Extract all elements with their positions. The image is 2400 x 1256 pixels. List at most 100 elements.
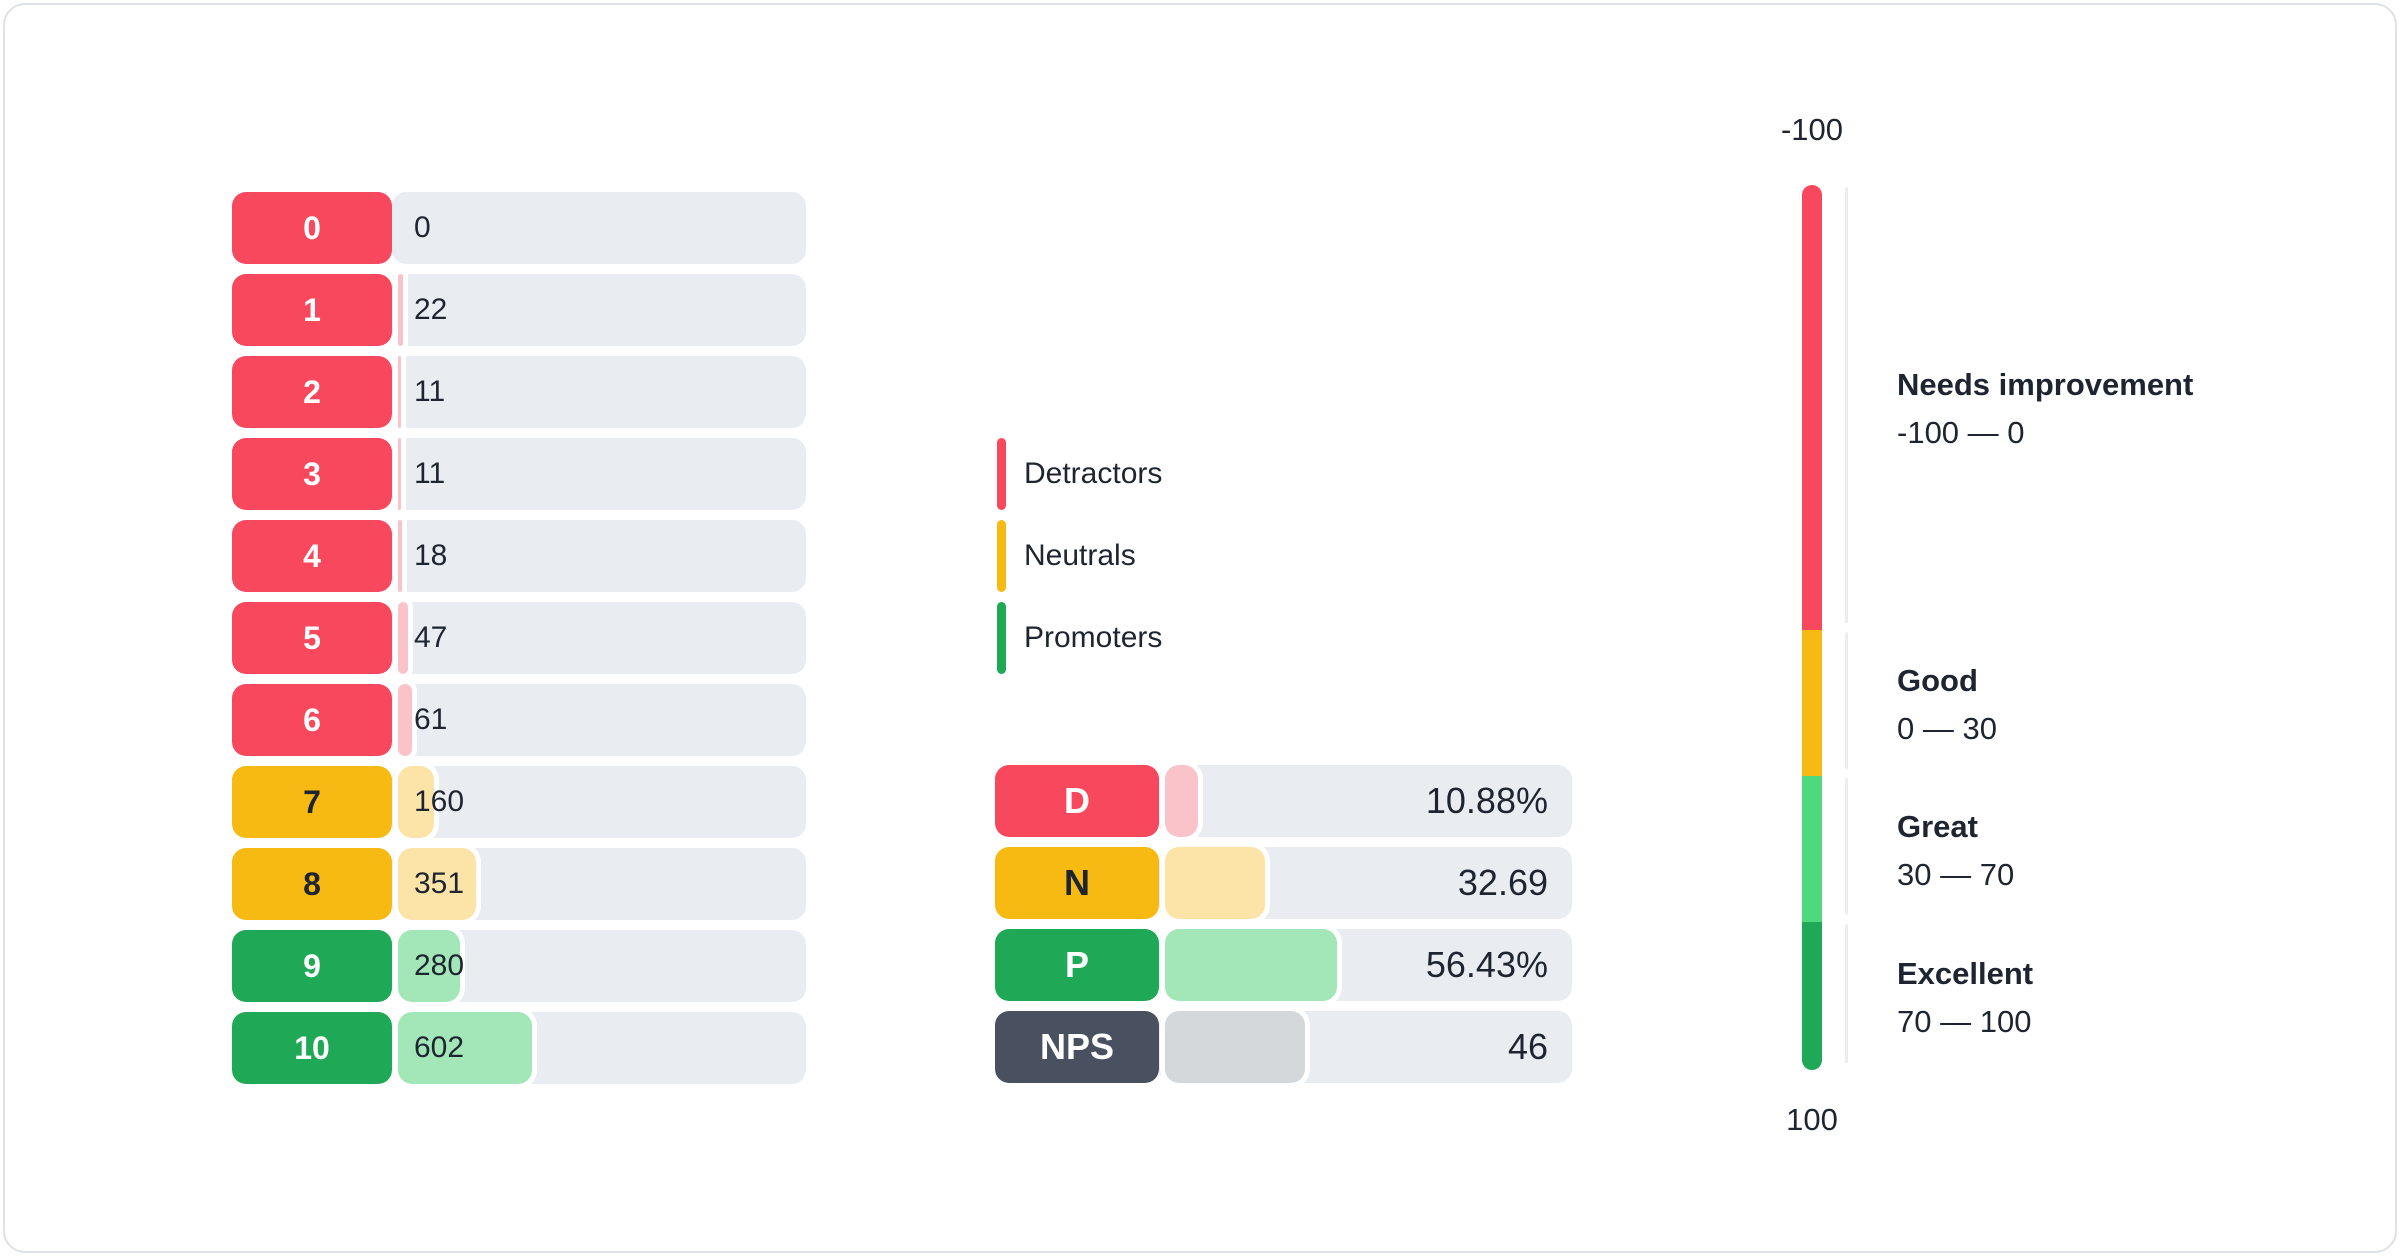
- score-row: 7 160: [232, 766, 806, 838]
- score-count: 351: [414, 867, 465, 900]
- legend-item: Neutrals: [997, 520, 1162, 592]
- summary-value: 46: [1507, 1026, 1548, 1067]
- score-track: 0: [392, 192, 806, 264]
- score-row: 2 11: [232, 356, 806, 428]
- summary-track: 56.43%: [1159, 929, 1572, 1001]
- gauge-scale-line-segment: [1845, 631, 1848, 769]
- gauge-bar: [1802, 185, 1822, 1070]
- score-count: 280: [414, 949, 465, 982]
- score-row: 6 61: [232, 684, 806, 756]
- score-fill-bar: [398, 766, 434, 838]
- score-count: 602: [414, 1031, 465, 1064]
- legend-swatch: [997, 520, 1006, 592]
- score-badge: 2: [232, 356, 392, 428]
- summary-badge: N: [995, 847, 1159, 919]
- summary-row: NPS 46: [995, 1011, 1572, 1083]
- score-track: 602: [392, 1012, 806, 1084]
- gauge-band-title: Great: [1897, 809, 1978, 844]
- score-fill-bar: [398, 1012, 532, 1084]
- score-fill-bar: [398, 684, 412, 756]
- score-track: 11: [392, 438, 806, 510]
- gauge-max-label: -100: [1780, 112, 1844, 147]
- score-badge: 3: [232, 438, 392, 510]
- score-count: 0: [414, 211, 431, 244]
- summary-row: P 56.43%: [995, 929, 1572, 1001]
- score-badge: 8: [232, 848, 392, 920]
- gauge-band-range: 0 — 30: [1897, 710, 1997, 746]
- legend-label: Promoters: [1024, 621, 1163, 654]
- gauge-scale-line-segment: [1845, 924, 1848, 1063]
- gauge-scale-line-segment: [1845, 778, 1848, 916]
- gauge-scale-line-segment: [1845, 187, 1848, 623]
- legend-swatch: [997, 438, 1006, 510]
- summary-row: N 32.69: [995, 847, 1572, 919]
- score-count: 18: [414, 539, 448, 572]
- legend-swatch: [997, 602, 1006, 674]
- gauge-min-label: 100: [1786, 1102, 1838, 1137]
- score-count: 47: [414, 621, 448, 654]
- score-fill-bar: [398, 274, 403, 346]
- summary-badge: D: [995, 765, 1159, 837]
- summary-track: 32.69: [1159, 847, 1572, 919]
- gauge-segment: [1802, 922, 1822, 1070]
- score-row: 1 22: [232, 274, 806, 346]
- summary-value: 32.69: [1457, 862, 1548, 903]
- legend-item: Detractors: [997, 438, 1162, 510]
- score-badge: 0: [232, 192, 392, 264]
- gauge-segment: [1802, 775, 1822, 922]
- legend-label: Neutrals: [1024, 539, 1136, 572]
- score-count: 22: [414, 293, 448, 326]
- score-row: 5 47: [232, 602, 806, 674]
- score-badge: 7: [232, 766, 392, 838]
- score-fill-bar: [398, 438, 401, 510]
- score-count: 11: [414, 375, 446, 408]
- score-badge: 5: [232, 602, 392, 674]
- score-row: 8 351: [232, 848, 806, 920]
- gauge-band-title: Needs improvement: [1897, 367, 2194, 403]
- score-track: 280: [392, 930, 806, 1002]
- score-fill-bar: [398, 356, 401, 428]
- score-count: 11: [414, 457, 446, 490]
- summary-fill-bar: [1165, 847, 1265, 919]
- score-badge: 4: [232, 520, 392, 592]
- score-track: 61: [392, 684, 806, 756]
- score-count: 160: [414, 785, 465, 818]
- score-badge: 10: [232, 1012, 392, 1084]
- score-badge: 9: [232, 930, 392, 1002]
- score-row: 10 602: [232, 1012, 806, 1084]
- gauge-segment: [1802, 629, 1822, 776]
- gauge-band-title: Good: [1897, 662, 1978, 698]
- gauge-band-range: -100 — 0: [1897, 415, 2025, 451]
- score-track: 22: [392, 274, 806, 346]
- score-badge: 1: [232, 274, 392, 346]
- legend-item: Promoters: [997, 602, 1162, 674]
- summary-value: 10.88%: [1425, 780, 1548, 821]
- summary-fill-bar: [1165, 1011, 1306, 1083]
- summary-track: 10.88%: [1159, 765, 1572, 837]
- score-row: 9 280: [232, 930, 806, 1002]
- score-badge: 6: [232, 684, 392, 756]
- score-count: 61: [414, 703, 448, 736]
- score-row: 4 18: [232, 520, 806, 592]
- score-track: 11: [392, 356, 806, 428]
- score-track: 160: [392, 766, 806, 838]
- summary-fill-bar: [1165, 929, 1338, 1001]
- gauge-band-range: 70 — 100: [1897, 1004, 2032, 1039]
- score-fill-bar: [398, 930, 461, 1002]
- summary-fill-bar: [1165, 765, 1199, 837]
- summary-badge: P: [995, 929, 1159, 1001]
- gauge-band-title: Excellent: [1897, 956, 2034, 991]
- score-fill-bar: [398, 520, 402, 592]
- summary-row: D 10.88%: [995, 765, 1572, 837]
- score-track: 18: [392, 520, 806, 592]
- score-track: 351: [392, 848, 806, 920]
- summary-value: 56.43%: [1425, 944, 1548, 985]
- summary-track: 46: [1159, 1011, 1572, 1083]
- gauge-band-range: 30 — 70: [1897, 857, 2015, 892]
- score-distribution-list: 0 0 1 22 2 11 3 11 4 18 5 47 6 61 7 160 8 351 9 280 10 602: [232, 192, 806, 1094]
- summary-badge: NPS: [995, 1011, 1159, 1083]
- score-fill-bar: [398, 848, 477, 920]
- score-fill-bar: [398, 602, 409, 674]
